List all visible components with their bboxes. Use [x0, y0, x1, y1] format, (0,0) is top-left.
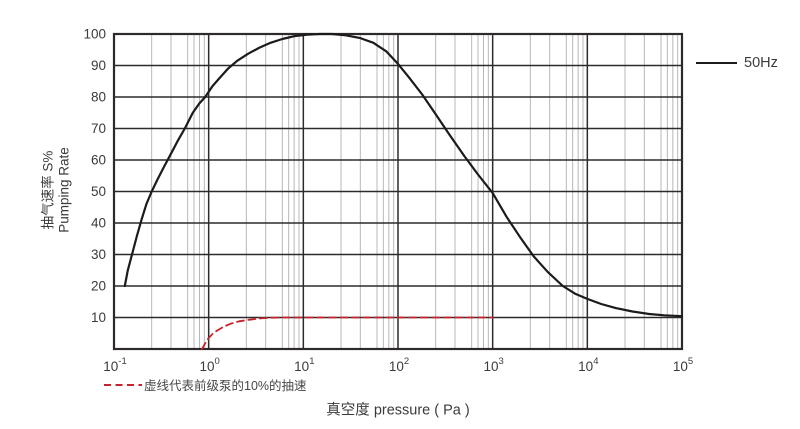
y-tick-label: 30	[91, 247, 106, 262]
y-tick-label: 40	[91, 216, 106, 231]
legend-50hz: 50Hz	[696, 55, 778, 71]
x-tick-label: 103	[484, 356, 504, 374]
dashed-line-note: 虚线代表前级泵的10%的抽速	[104, 375, 307, 394]
y-tick-label: 90	[91, 58, 106, 73]
legend-label: 50Hz	[744, 55, 778, 71]
note-label: 虚线代表前级泵的10%的抽速	[144, 379, 307, 393]
y-tick-label: 80	[91, 90, 106, 105]
y-tick-label: 50	[91, 184, 106, 199]
x-tick-label: 104	[578, 356, 598, 374]
x-tick-label: 101	[294, 356, 314, 374]
y-axis-title: 抽气速率 S% Pumping Rate	[41, 147, 74, 233]
y-tick-label: 70	[91, 121, 106, 136]
y-tick-label: 60	[91, 153, 106, 168]
curve-backing-10pct	[201, 316, 494, 350]
plot-border	[112, 32, 684, 351]
x-tick-label: 105	[673, 356, 693, 374]
x-tick-label: 10-1	[103, 356, 126, 374]
x-axis-title: 真空度 pressure ( Pa )	[326, 402, 470, 419]
y-tick-label: 10	[91, 310, 106, 325]
y-tick-label: 20	[91, 279, 106, 294]
y-axis-title-en: Pumping Rate	[57, 147, 72, 233]
y-axis-title-cn: 抽气速率 S%	[40, 150, 56, 230]
legend-line-swatch	[696, 62, 737, 64]
y-tick-label: 100	[83, 27, 106, 42]
red-dash-swatch	[104, 383, 142, 386]
x-tick-label: 102	[389, 356, 409, 374]
curve-50hz	[123, 32, 684, 318]
x-tick-label: 100	[200, 356, 220, 374]
